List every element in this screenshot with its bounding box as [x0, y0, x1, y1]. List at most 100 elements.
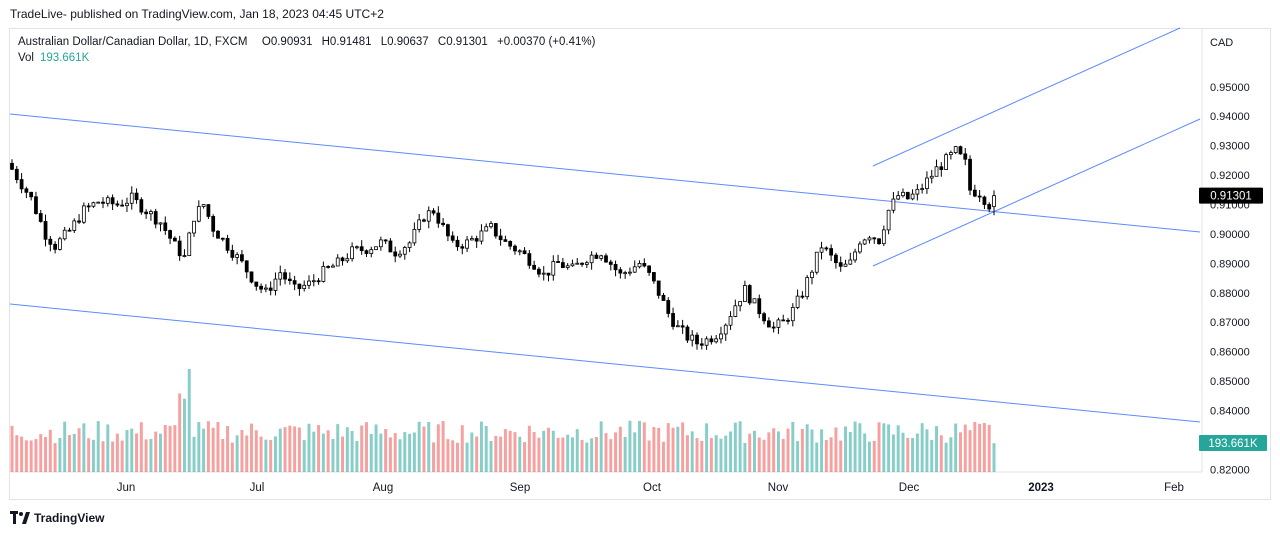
candle-body[interactable] [575, 262, 580, 265]
candle-body[interactable] [374, 246, 378, 251]
candle-body[interactable] [666, 300, 671, 314]
candle-body[interactable] [96, 201, 101, 204]
candle-body[interactable] [53, 243, 57, 250]
candle-body[interactable] [326, 266, 331, 268]
candle-body[interactable] [407, 242, 412, 248]
candle-body[interactable] [819, 247, 824, 253]
candle-body[interactable] [766, 320, 771, 328]
candle-body[interactable] [196, 206, 201, 222]
candle-body[interactable] [292, 280, 297, 285]
candle-body[interactable] [953, 146, 958, 153]
candle-body[interactable] [163, 222, 168, 231]
candle-body[interactable] [824, 247, 829, 250]
candle-body[interactable] [843, 263, 848, 267]
candle-body[interactable] [757, 298, 762, 315]
candle-body[interactable] [62, 229, 67, 240]
candle-body[interactable] [532, 264, 537, 270]
candle-body[interactable] [891, 198, 896, 211]
candle-body[interactable] [158, 222, 163, 225]
candle-body[interactable] [771, 326, 776, 329]
candle-body[interactable] [968, 158, 972, 191]
candle-body[interactable] [618, 269, 623, 274]
candle-body[interactable] [551, 261, 556, 276]
candle-body[interactable] [19, 179, 24, 190]
candle-body[interactable] [560, 262, 565, 268]
candle-body[interactable] [901, 191, 905, 197]
candle-body[interactable] [723, 324, 728, 335]
candle-body[interactable] [139, 199, 144, 213]
candle-body[interactable] [206, 204, 211, 217]
candle-body[interactable] [340, 257, 345, 262]
candle-body[interactable] [479, 230, 484, 242]
candle-body[interactable] [905, 191, 910, 200]
candle-body[interactable] [886, 209, 891, 231]
candle-body[interactable] [153, 211, 158, 225]
footer-brand[interactable]: TradingView [10, 508, 104, 528]
candle-body[interactable] [508, 241, 513, 247]
candle-body[interactable] [910, 193, 915, 200]
candle-body[interactable] [465, 239, 469, 249]
candle-body[interactable] [249, 271, 254, 283]
candle-body[interactable] [719, 333, 723, 340]
candle-body[interactable] [517, 250, 522, 253]
candle-body[interactable] [738, 301, 743, 307]
candle-body[interactable] [589, 254, 594, 264]
candle-body[interactable] [570, 263, 575, 267]
candle-body[interactable] [81, 205, 86, 223]
candle-body[interactable] [364, 250, 369, 254]
candle-body[interactable] [455, 239, 460, 248]
candle-body[interactable] [450, 235, 455, 241]
candle-body[interactable] [335, 257, 340, 267]
candle-body[interactable] [34, 196, 38, 214]
candle-body[interactable] [594, 254, 599, 259]
candle-body[interactable] [642, 263, 647, 267]
candle-body[interactable] [628, 271, 632, 274]
candle-body[interactable] [441, 222, 446, 226]
candle-body[interactable] [987, 204, 992, 210]
candle-body[interactable] [972, 189, 977, 197]
candle-body[interactable] [345, 258, 350, 262]
candle-body[interactable] [110, 197, 115, 205]
candle-body[interactable] [307, 280, 311, 286]
candle-body[interactable] [829, 248, 834, 256]
candle-body[interactable] [857, 243, 862, 253]
candle-body[interactable] [120, 204, 125, 207]
candle-body[interactable] [38, 213, 43, 222]
candle-body[interactable] [484, 226, 489, 232]
candle-body[interactable] [872, 237, 877, 240]
candle-body[interactable] [747, 285, 752, 304]
candle-body[interactable] [623, 272, 628, 275]
candle-body[interactable] [129, 192, 134, 204]
candle-body[interactable] [244, 260, 249, 273]
candle-body[interactable] [915, 188, 920, 195]
candle-body[interactable] [350, 246, 354, 260]
candle-body[interactable] [86, 205, 91, 208]
candle-body[interactable] [259, 285, 263, 290]
candle-body[interactable] [58, 238, 62, 250]
candle-body[interactable] [67, 229, 72, 232]
candle-body[interactable] [331, 265, 335, 268]
candle-body[interactable] [43, 221, 48, 240]
candle-body[interactable] [786, 319, 790, 322]
candle-body[interactable] [661, 294, 666, 301]
candle-body[interactable] [268, 287, 273, 291]
candle-body[interactable] [537, 268, 541, 275]
candle-body[interactable] [388, 240, 393, 253]
candle-body[interactable] [498, 235, 503, 241]
candle-body[interactable] [316, 280, 321, 283]
candle-body[interactable] [254, 281, 259, 287]
candle-body[interactable] [877, 238, 881, 245]
candle-body[interactable] [834, 254, 838, 264]
candle-body[interactable] [302, 284, 307, 290]
candle-body[interactable] [393, 251, 398, 257]
candle-body[interactable] [287, 278, 292, 282]
candle-body[interactable] [412, 228, 417, 244]
candle-body[interactable] [637, 263, 642, 268]
candle-body[interactable] [172, 237, 177, 242]
candle-body[interactable] [220, 237, 225, 240]
candle-body[interactable] [584, 262, 589, 265]
candle-body[interactable] [522, 250, 527, 255]
candle-body[interactable] [896, 195, 901, 200]
candle-body[interactable] [417, 219, 422, 230]
candle-body[interactable] [743, 285, 747, 302]
